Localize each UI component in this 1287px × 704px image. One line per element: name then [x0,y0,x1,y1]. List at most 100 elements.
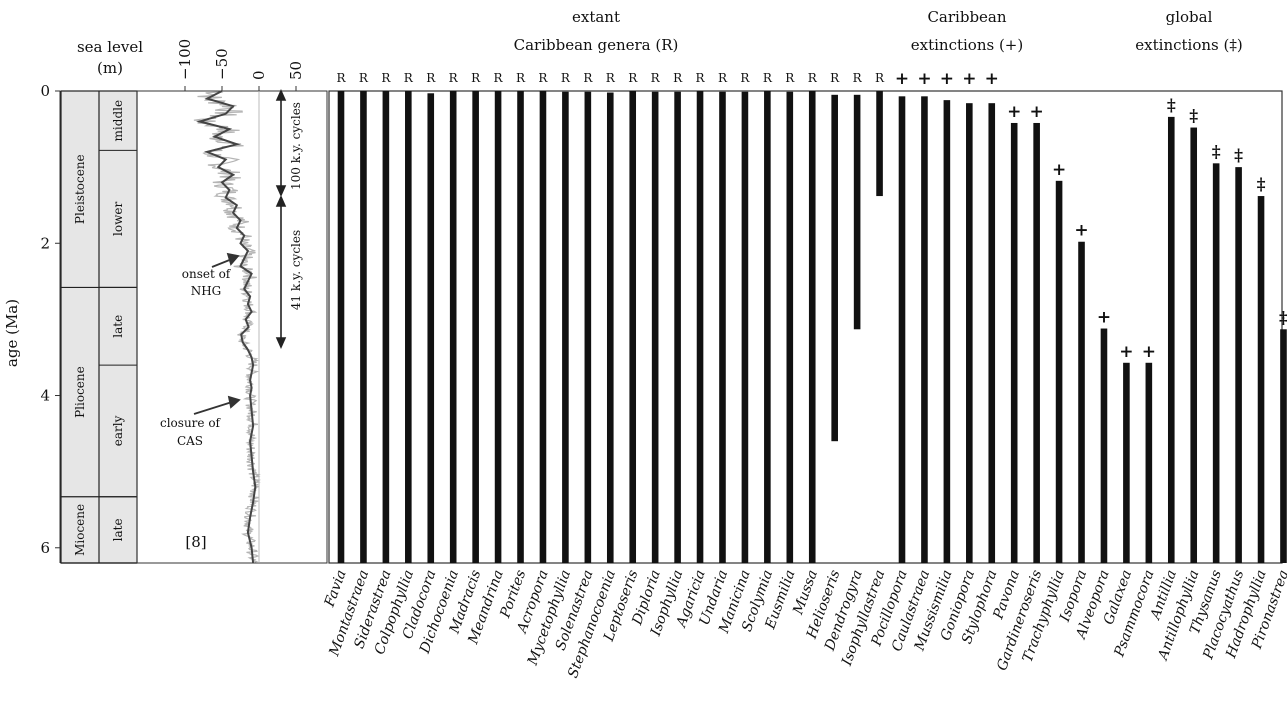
sub-epoch-label: early [111,415,125,446]
range-status-symbol: + [1030,102,1044,122]
range-status-symbol: R [673,71,683,85]
range-status-symbol: ‡ [1234,146,1243,166]
range-status-symbol: + [895,69,909,89]
range-bar [584,91,592,563]
range-status-symbol: R [359,71,369,85]
range-status-symbol: + [1097,308,1111,328]
range-bar [1167,116,1175,563]
epoch-label: Miocene [73,504,87,556]
range-bar [1055,180,1063,563]
range-status-symbol: + [962,69,976,89]
range-bar [651,91,659,563]
range-bar [360,91,367,563]
range-panel [328,90,1283,564]
range-bar [629,91,637,563]
sea-level-tick-label: 0 [250,70,268,80]
range-bar [1123,362,1130,563]
range-status-symbol: R [426,71,436,85]
range-status-symbol: ‡ [1257,175,1266,195]
range-bar [696,91,704,563]
range-bar [1078,241,1085,564]
range-bar [674,91,681,563]
closure-label-1: closure of [160,416,222,430]
range-status-symbol: + [1119,342,1133,362]
range-status-symbol: R [763,71,773,85]
cycles-41-label: 41 k.y. cycles [289,230,303,310]
range-bar [405,91,412,563]
range-status-symbol: R [336,71,346,85]
epoch-label: Pliocene [73,366,87,418]
range-bar [427,93,435,563]
reference-label: [8] [185,533,206,551]
sea-level-raw-curve [193,90,262,563]
sea-level-ticks: −100 −50 0 50 [176,39,305,91]
range-status-symbol: + [917,69,931,89]
range-status-symbol: R [538,71,548,85]
sea-level-panel [136,90,328,564]
y-axis-label: age (Ma) [3,299,21,367]
sub-epoch-label: late [111,315,125,338]
range-bar [786,91,794,563]
header-extant-line2: Caribbean genera (R) [514,36,679,54]
range-bar [943,100,951,563]
range-status-symbol: R [494,71,504,85]
range-bar [1033,122,1040,564]
range-status-symbol: R [718,71,728,85]
epoch-label: Pleistocene [73,154,87,224]
age-tick-label: 2 [40,234,50,252]
range-bar [1145,362,1153,563]
range-status-symbol: R [853,71,863,85]
range-status-symbol: R [875,71,885,85]
range-bar [719,91,726,563]
header-global-line1: global [1166,8,1213,26]
range-status-symbol: R [651,71,661,85]
range-status-symbol: R [740,71,750,85]
onset-arrow [211,252,240,268]
range-status-symbol: R [449,71,459,85]
range-bars: RFaviaRMontastraeaRSiderastreaRColpophyl… [321,69,1287,680]
sub-epoch-label: middle [111,100,125,142]
range-bar [831,94,838,442]
range-bar [562,91,569,563]
range-status-symbol: R [808,71,818,85]
range-status-symbol: R [628,71,638,85]
range-status-symbol: + [940,69,954,89]
closure-arrow [193,395,241,415]
age-ticks: 0 2 4 6 [40,82,61,563]
range-bar [1235,167,1242,563]
range-status-symbol: R [785,71,795,85]
range-status-symbol: R [830,71,840,85]
range-status-symbol: + [1142,342,1156,362]
range-bar [876,91,883,197]
sea-level-title: sea level [77,38,143,56]
range-bar [1190,127,1198,564]
range-bar [898,96,906,563]
onset-label-1: onset of [182,267,232,281]
range-bar [764,91,771,563]
range-status-symbol: R [516,71,526,85]
stratigraphic-column: Pleistocene middle lower Pliocene late early M… [60,90,138,564]
sub-epoch-label: late [111,518,125,541]
onset-label-2: NHG [191,284,222,298]
header-extant-line1: extant [572,8,620,26]
cycles-arrows [275,89,287,349]
range-status-symbol: R [696,71,706,85]
range-bar [382,91,390,563]
range-status-symbol: ‡ [1279,308,1287,328]
sea-level-tick-label: 50 [287,61,305,80]
header-carib-line2: extinctions (+) [911,36,1023,54]
range-bar [921,96,928,563]
sea-level-tick-label: −100 [176,39,194,80]
age-tick-label: 0 [40,82,50,100]
range-bar [539,91,547,563]
range-status-symbol: R [404,71,414,85]
sea-level-unit: (m) [97,59,123,77]
closure-label-2: CAS [177,434,203,448]
sea-level-tick-label: −50 [213,48,231,80]
range-bar [449,91,457,563]
sub-epoch-label: lower [111,202,125,236]
header-carib-line1: Caribbean [927,8,1006,26]
header-global-line2: extinctions (‡) [1135,36,1242,54]
range-status-symbol: ‡ [1212,142,1221,162]
range-status-symbol: ‡ [1167,96,1176,116]
